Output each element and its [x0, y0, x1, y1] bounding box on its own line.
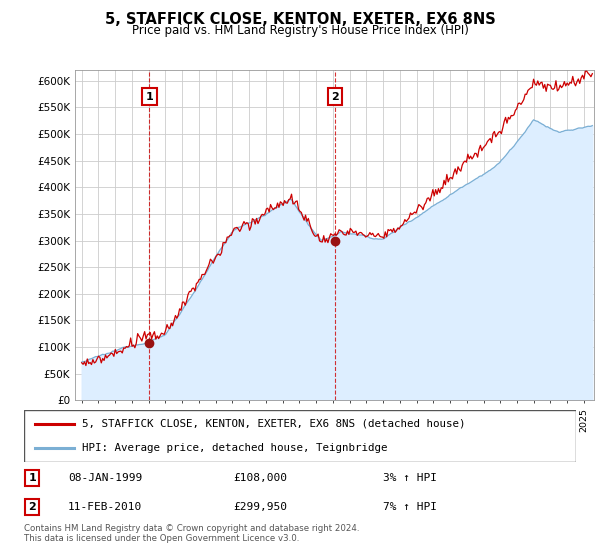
Text: 2: 2 — [28, 502, 36, 512]
Text: 5, STAFFICK CLOSE, KENTON, EXETER, EX6 8NS (detached house): 5, STAFFICK CLOSE, KENTON, EXETER, EX6 8… — [82, 419, 466, 429]
Text: 7% ↑ HPI: 7% ↑ HPI — [383, 502, 437, 512]
Text: Contains HM Land Registry data © Crown copyright and database right 2024.
This d: Contains HM Land Registry data © Crown c… — [24, 524, 359, 543]
Text: £299,950: £299,950 — [234, 502, 288, 512]
Text: 1: 1 — [28, 473, 36, 483]
Text: 1: 1 — [145, 92, 153, 102]
Text: HPI: Average price, detached house, Teignbridge: HPI: Average price, detached house, Teig… — [82, 443, 388, 453]
Text: Price paid vs. HM Land Registry's House Price Index (HPI): Price paid vs. HM Land Registry's House … — [131, 24, 469, 37]
Text: 5, STAFFICK CLOSE, KENTON, EXETER, EX6 8NS: 5, STAFFICK CLOSE, KENTON, EXETER, EX6 8… — [104, 12, 496, 27]
Text: 3% ↑ HPI: 3% ↑ HPI — [383, 473, 437, 483]
Text: 08-JAN-1999: 08-JAN-1999 — [68, 473, 142, 483]
Text: 11-FEB-2010: 11-FEB-2010 — [68, 502, 142, 512]
Text: 2: 2 — [331, 92, 339, 102]
Text: £108,000: £108,000 — [234, 473, 288, 483]
FancyBboxPatch shape — [24, 410, 576, 462]
